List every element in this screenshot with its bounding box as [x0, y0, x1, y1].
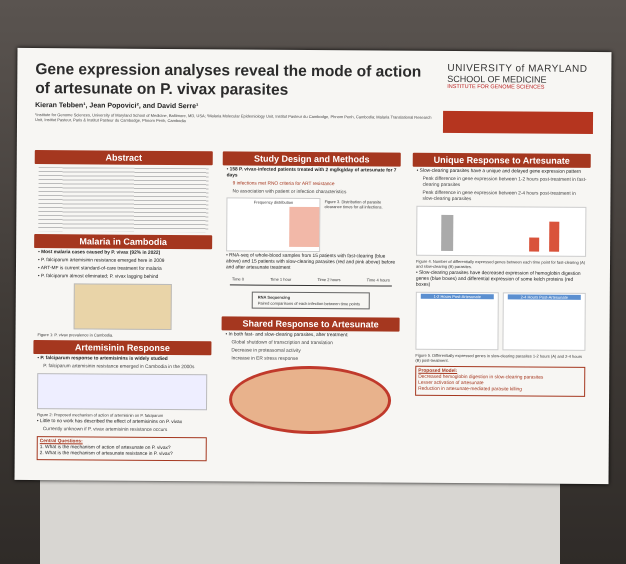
timepoint: Time 0	[231, 276, 245, 282]
sub-bullet: Currently unknown if P. vivax artemisini…	[42, 427, 168, 433]
bullet-text: Little to no work has described the effe…	[39, 419, 183, 426]
poster-title: Gene expression analyses reveal the mode…	[35, 61, 422, 99]
volcano-plot: 2-4 Hours Post-Artesunate	[502, 292, 586, 351]
bullet-text: RNA-seq of whole-blood samples from 15 p…	[225, 253, 396, 271]
sub-bullet: Decrease in proteasomal activity	[231, 348, 301, 354]
sub-bullet: Peak difference in gene expression betwe…	[422, 190, 576, 203]
panel-title: 2-4 Hours Post-Artesunate	[507, 294, 581, 300]
column: Abstract Malaria in Cambodia • Most mala…	[33, 150, 213, 464]
bullet: • ART-MF is current standard-of-care tre…	[37, 266, 162, 272]
figure-bar	[441, 214, 454, 251]
bullet-text: In both fast- and slow-clearing parasite…	[228, 332, 349, 339]
question: 2. What is the mechanism of artesunate r…	[39, 451, 173, 458]
sub-bullet: Increase in ER stress response	[231, 356, 299, 362]
bullet-text: P. falciparum almost eliminated; P. viva…	[40, 274, 159, 280]
column: Study Design and Methods • 158 P. vivax-…	[221, 151, 401, 437]
bullet-text: 158 P. vivax-infected patients treated w…	[226, 167, 397, 179]
caption: Figure 5. Differentially expressed genes…	[415, 352, 583, 363]
bullet: • P. falciparum artemisinin resistance e…	[38, 258, 165, 264]
sub-bullet: No association with patient or infection…	[232, 189, 347, 196]
caption: Figure 2: Proposed mechanism of action o…	[36, 412, 164, 418]
logo: UNIVERSITY of MARYLAND SCHOOL OF MEDICIN…	[447, 63, 607, 91]
bullet: • Little to no work has described the ef…	[36, 419, 183, 426]
bullet-text: Most malaria cases caused by P. vivax (9…	[41, 250, 161, 256]
authors: Kieran Tebben¹, Jean Popovici², and Davi…	[35, 102, 199, 111]
bullet-text: Slow-clearing parasites have decreased e…	[415, 270, 581, 288]
volcano-row: 1-2 Hours Post-Artesunate 2-4 Hours Post…	[415, 291, 586, 351]
figure-title: Frequency distribution	[253, 199, 294, 205]
figure-bar	[549, 221, 560, 252]
mechanism-figure	[36, 373, 208, 411]
figure-bar	[529, 237, 540, 252]
timepoint: Time 2 hours	[317, 277, 341, 283]
bar-figure	[416, 205, 587, 257]
timepoint: Time 4 hours	[366, 277, 390, 283]
sub-bullet: Global shutdown of transcription and tra…	[231, 340, 333, 347]
poster: Gene expression analyses reveal the mode…	[14, 47, 612, 485]
logo-line: INSTITUTE FOR GENOME SCIENCES	[447, 83, 545, 91]
timepoint: Time 1 hour	[270, 276, 292, 282]
column: Unique Response to Artesunate • Slow-cle…	[411, 152, 591, 400]
bullet: • Slow-clearing parasites have decreased…	[415, 270, 581, 288]
section-header: Abstract	[34, 150, 213, 166]
caption: Figure 4. Number of differentially expre…	[415, 258, 586, 270]
shaded-region	[289, 206, 320, 248]
figure-row: Frequency distribution Figure 3. Distrib…	[226, 197, 396, 253]
affiliations: ¹Institute for Genome Sciences, Universi…	[34, 112, 432, 124]
timeline: Time 0 Time 1 hour Time 2 hours Time 4 h…	[228, 275, 394, 283]
section-header: Unique Response to Artesunate	[412, 152, 591, 168]
bullet: • P. falciparum response to artemisinins…	[37, 356, 168, 362]
timeline-line	[229, 284, 392, 287]
section-header: Artemisinin Response	[33, 340, 212, 356]
poster-stand	[40, 480, 560, 564]
bullet: • In both fast- and slow-clearing parasi…	[225, 332, 349, 339]
bullet: • 158 P. vivax-infected patients treated…	[226, 167, 397, 179]
panel-title: 1-2 Hours Post-Artesunate	[420, 293, 494, 300]
section-header: Shared Response to Artesunate	[221, 316, 400, 332]
sub-bullet: P. falciparum artemisinin resistance eme…	[43, 364, 195, 371]
section-header: Study Design and Methods	[222, 151, 401, 167]
sub-bullet: Peak difference in gene expression betwe…	[422, 176, 587, 189]
caption: Figure 1: P. vivax prevalence in Cambodi…	[37, 332, 114, 338]
bullet-text: P. falciparum response to artemisinins i…	[40, 356, 168, 362]
model-item: Reduction in artesunate-mediated parasit…	[418, 386, 522, 393]
contact-box	[442, 110, 594, 134]
bullet: • Slow-clearing parasites have a unique …	[416, 168, 582, 175]
bullet-text: Slow-clearing parasites have a unique an…	[419, 168, 582, 175]
abstract-text	[38, 167, 209, 233]
bullet-text: P. falciparum artemisinin resistance eme…	[41, 258, 165, 264]
seq-box: RNA Sequencing Paired comparisons of eac…	[251, 291, 370, 310]
map-figure	[73, 283, 172, 331]
caption: Figure 3. Distribution of parasite clear…	[324, 199, 383, 210]
sub-bullet: 9 infections met RNO criteria for ART re…	[232, 181, 335, 188]
bullet: • Most malaria cases caused by P. vivax …	[38, 250, 161, 256]
section-header: Malaria in Cambodia	[34, 234, 213, 250]
model-box: Proposed Model: Decreased hemoglobin dig…	[415, 365, 586, 397]
bullet: • P. falciparum almost eliminated; P. vi…	[37, 274, 159, 280]
cell-diagram	[228, 365, 392, 435]
volcano-plot: 1-2 Hours Post-Artesunate	[415, 291, 499, 351]
questions-box: Central Questions: 1. What is the mechan…	[36, 436, 207, 462]
seq-title: RNA Sequencing	[257, 294, 291, 300]
bullet: • RNA-seq of whole-blood samples from 15…	[225, 253, 396, 271]
histogram-figure: Frequency distribution	[226, 197, 321, 253]
bullet-text: ART-MF is current standard-of-care treat…	[40, 266, 162, 272]
seq-note: Paired comparisons of each infection bet…	[257, 300, 361, 307]
